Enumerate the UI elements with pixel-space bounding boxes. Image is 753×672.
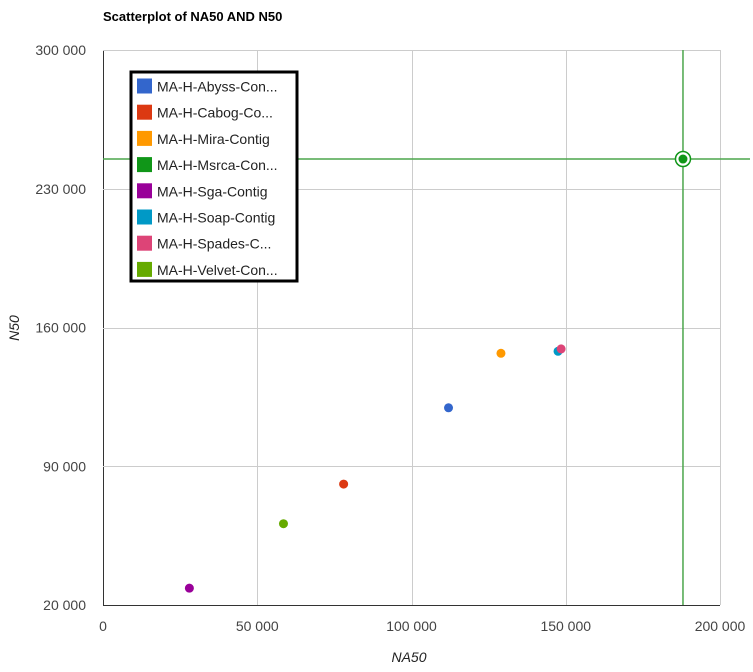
data-point[interactable] — [339, 479, 349, 489]
legend-swatch — [137, 130, 152, 146]
legend-label[interactable]: MA-H-Cabog-Co... — [157, 105, 273, 121]
data-points — [184, 150, 692, 593]
x-tick-label: 150 000 — [540, 618, 591, 634]
legend-swatch — [137, 235, 152, 251]
legend: MA-H-Abyss-Con... MA-H-Cabog-Co... MA-H-Mi… — [129, 70, 299, 283]
data-point[interactable] — [444, 403, 454, 413]
legend-swatch — [137, 78, 152, 94]
y-tick-label: 300 000 — [35, 42, 86, 58]
data-point[interactable] — [184, 583, 194, 593]
tick-labels: 0 50 000 100 000 150 000 200 000 20 000 90 000… — [35, 42, 745, 634]
legend-swatch — [137, 157, 152, 173]
legend-label[interactable]: MA-H-Velvet-Con... — [157, 262, 278, 278]
x-axis-title: NA50 — [391, 649, 426, 665]
legend-label[interactable]: MA-H-Abyss-Con... — [157, 79, 278, 95]
legend-label[interactable]: MA-H-Mira-Contig — [157, 131, 270, 147]
data-point[interactable] — [678, 154, 688, 164]
data-point[interactable] — [556, 344, 566, 354]
data-point[interactable] — [278, 519, 288, 529]
data-point[interactable] — [496, 348, 506, 358]
legend-label[interactable]: MA-H-Spades-C... — [157, 236, 271, 252]
legend-swatch — [137, 209, 152, 225]
x-tick-label: 0 — [99, 618, 107, 634]
y-tick-label: 230 000 — [35, 181, 86, 197]
legend-swatch — [137, 261, 152, 277]
legend-swatch — [137, 183, 152, 199]
y-axis-title: N50 — [6, 315, 22, 341]
legend-label[interactable]: MA-H-Msrca-Con... — [157, 157, 278, 173]
legend-label[interactable]: MA-H-Sga-Contig — [157, 183, 267, 199]
legend-label[interactable]: MA-H-Soap-Contig — [157, 210, 275, 226]
y-tick-label: 90 000 — [43, 458, 86, 474]
legend-swatch — [137, 104, 152, 120]
x-tick-label: 50 000 — [236, 618, 279, 634]
chart-title: Scatterplot of NA50 AND N50 — [103, 9, 282, 24]
y-tick-label: 20 000 — [43, 597, 86, 613]
x-tick-label: 200 000 — [695, 618, 746, 634]
legend-box — [129, 70, 299, 283]
y-tick-label: 160 000 — [35, 320, 86, 336]
x-tick-label: 100 000 — [386, 618, 437, 634]
